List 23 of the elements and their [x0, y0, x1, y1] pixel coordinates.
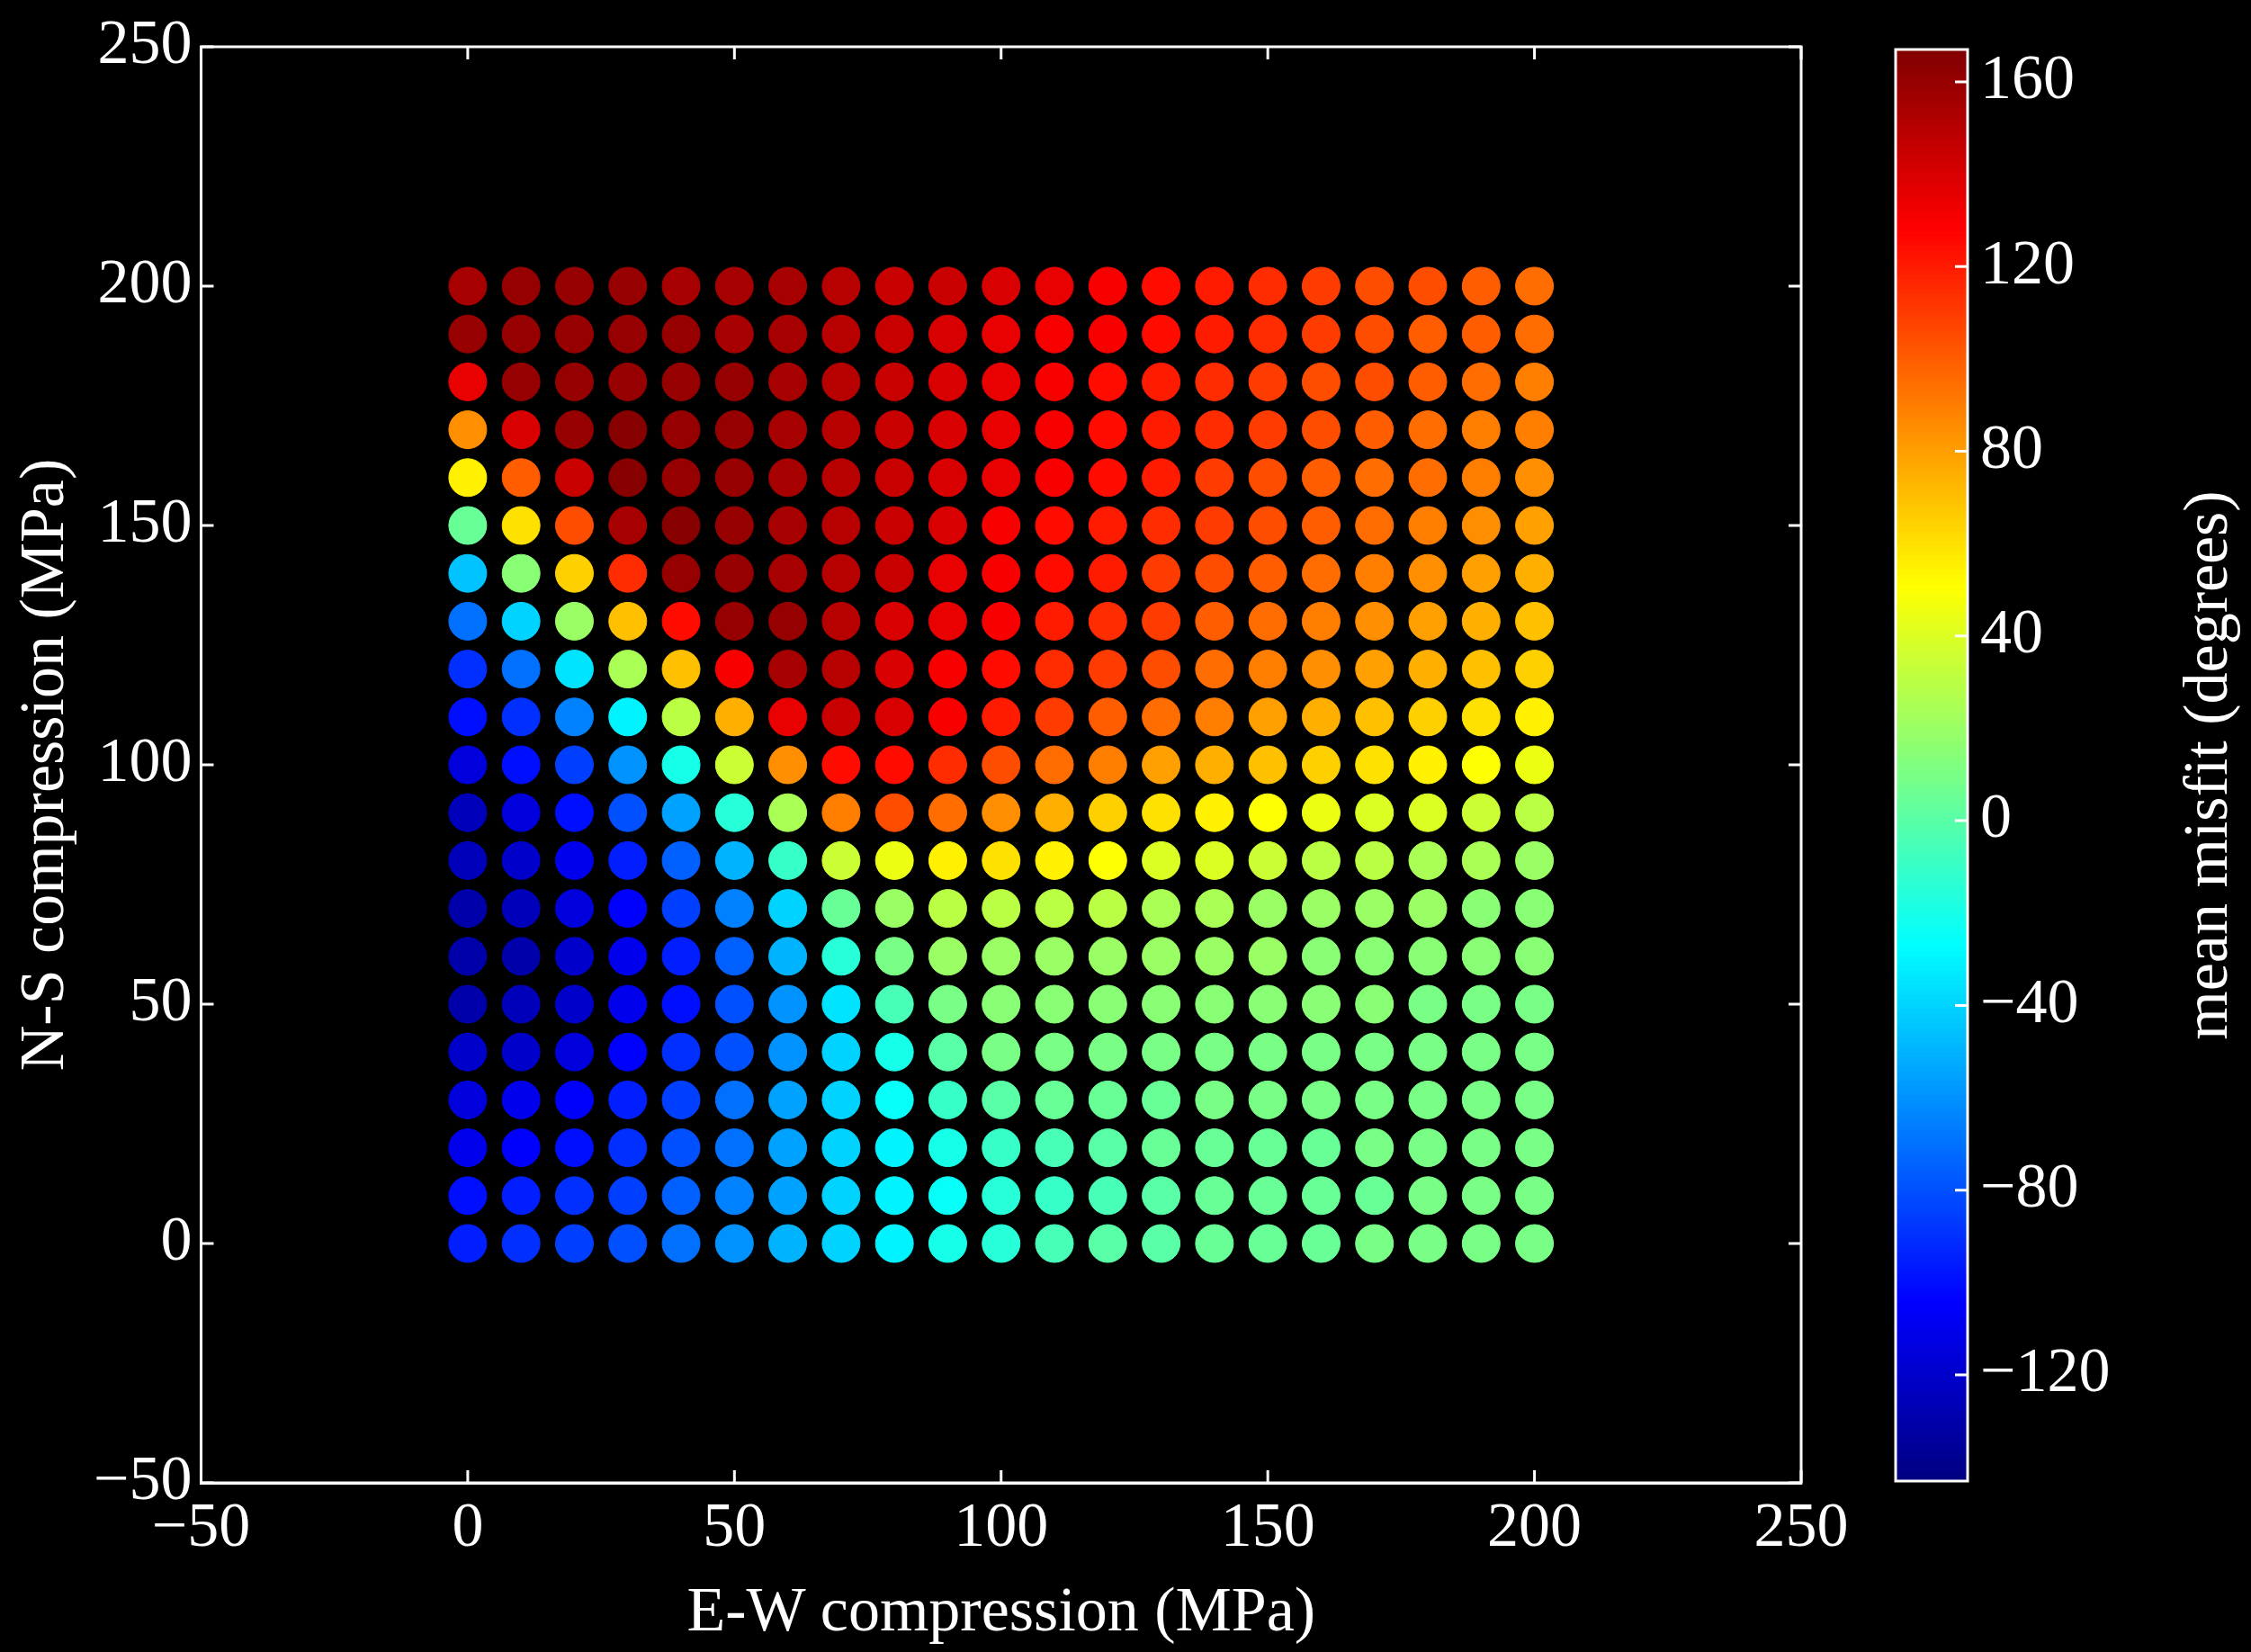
- color-bar-label: −120: [1980, 1335, 2111, 1405]
- x-tick-label: 0: [452, 1490, 484, 1560]
- color-bar-label: 160: [1980, 42, 2075, 112]
- color-bar-label: 0: [1980, 781, 2012, 851]
- color-bar-label: −80: [1980, 1151, 2079, 1221]
- color-bar-label: 40: [1980, 597, 2043, 667]
- color-bar-title: mean misfit (degrees): [2171, 490, 2241, 1040]
- x-tick-label: 50: [703, 1490, 767, 1560]
- y-axis-title: N-S compression (MPa): [7, 458, 77, 1072]
- y-tick-label: 250: [97, 7, 193, 77]
- x-tick-label: 150: [1220, 1490, 1315, 1560]
- color-bar-label: 120: [1980, 227, 2075, 297]
- color-bar-label: −40: [1980, 965, 2079, 1036]
- y-tick-label: 50: [129, 965, 193, 1035]
- x-tick-label: 100: [954, 1490, 1049, 1560]
- x-tick-label: 250: [1753, 1490, 1849, 1560]
- x-tick-label: 200: [1487, 1490, 1583, 1560]
- color-bar-label: 80: [1980, 411, 2043, 481]
- y-tick-label: 200: [97, 247, 193, 317]
- x-axis-title: E-W compression (MPa): [686, 1575, 1316, 1645]
- y-tick-label: 150: [97, 486, 193, 556]
- y-tick-label: 0: [160, 1204, 193, 1274]
- y-tick-label: 100: [97, 725, 193, 795]
